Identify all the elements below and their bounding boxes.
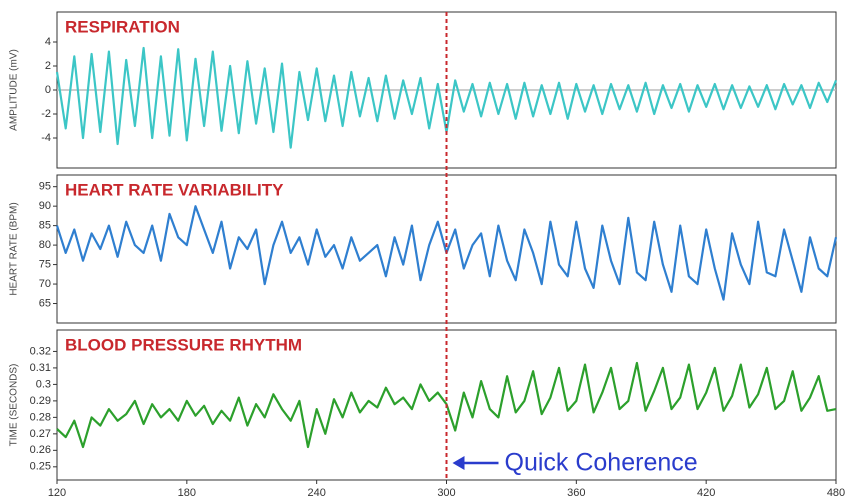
y-tick-label: 90 — [39, 200, 51, 212]
y-tick-label: 0.28 — [30, 411, 51, 423]
x-tick-label: 360 — [567, 487, 585, 499]
y-tick-label: 0.25 — [30, 461, 51, 473]
y-tick-label: 0 — [45, 84, 51, 96]
y-tick-label: -2 — [41, 108, 51, 120]
panel-title: RESPIRATION — [65, 17, 180, 36]
y-tick-label: 80 — [39, 239, 51, 251]
x-tick-label: 120 — [48, 487, 66, 499]
x-tick-label: 180 — [178, 487, 196, 499]
x-tick-label: 240 — [307, 487, 325, 499]
y-tick-label: 2 — [45, 60, 51, 72]
y-axis-label: AMPLITUDE (mV) — [9, 49, 20, 131]
y-tick-label: 0.31 — [30, 362, 51, 374]
y-tick-label: 65 — [39, 297, 51, 309]
y-tick-label: 85 — [39, 220, 51, 232]
y-tick-label: 70 — [39, 278, 51, 290]
y-tick-label: 0.29 — [30, 395, 51, 407]
y-tick-label: 0.32 — [30, 345, 51, 357]
y-axis-label: HEART RATE (BPM) — [9, 202, 20, 295]
y-tick-label: 95 — [39, 181, 51, 193]
x-tick-label: 300 — [437, 487, 455, 499]
x-tick-label: 480 — [827, 487, 845, 499]
y-tick-label: 4 — [45, 36, 51, 48]
annotation-text: Quick Coherence — [505, 449, 698, 477]
y-tick-label: -4 — [41, 132, 51, 144]
y-tick-label: 0.3 — [36, 378, 51, 390]
arrow-head — [452, 456, 465, 470]
panel-title: BLOOD PRESSURE RHYTHM — [65, 335, 302, 354]
y-tick-label: 75 — [39, 258, 51, 270]
y-tick-label: 0.26 — [30, 444, 51, 456]
x-tick-label: 420 — [697, 487, 715, 499]
y-tick-label: 0.27 — [30, 428, 51, 440]
y-axis-label: TIME (SECONDS) — [9, 364, 20, 447]
panel-title: HEART RATE VARIABILITY — [65, 180, 284, 199]
